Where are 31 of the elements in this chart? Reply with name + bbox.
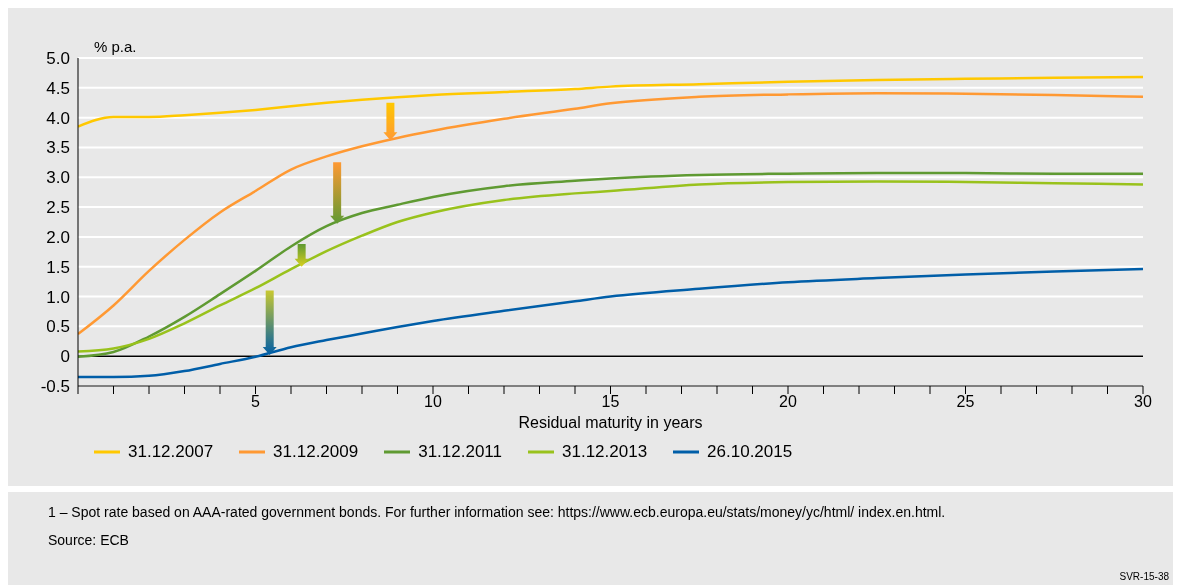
legend-label: 31.12.2007 bbox=[128, 442, 214, 462]
legend-label: 31.12.2009 bbox=[273, 442, 359, 462]
y-tick-label: 1.0 bbox=[46, 287, 70, 307]
x-axis-title: Residual maturity in years bbox=[518, 414, 703, 431]
line-series bbox=[78, 267, 1143, 379]
x-tick-label: 5 bbox=[251, 393, 261, 411]
y-tick-label: 3.0 bbox=[46, 168, 70, 188]
y-tick-label: 2.5 bbox=[46, 198, 70, 218]
y-tick-label: -0.5 bbox=[40, 377, 70, 397]
y-tick-label: 3.5 bbox=[46, 138, 70, 158]
y-tick-label: 4.0 bbox=[46, 108, 70, 128]
y-axis-title: % p.a. bbox=[94, 38, 137, 55]
y-tick-label: 1.5 bbox=[46, 257, 70, 277]
x-tick-label: 20 bbox=[779, 393, 797, 411]
x-tick-label: 10 bbox=[424, 393, 442, 411]
y-tick-label: 2.0 bbox=[46, 227, 70, 247]
legend-label: 31.12.2013 bbox=[562, 442, 648, 462]
source-note: Source: ECB bbox=[48, 532, 130, 548]
x-tick-label: 15 bbox=[601, 393, 620, 411]
x-tick-label: 25 bbox=[956, 393, 975, 411]
text: SVR-15-38 bbox=[1119, 571, 1169, 582]
x-tick-label: 30 bbox=[1134, 393, 1152, 411]
y-tick-label: 5.0 bbox=[46, 49, 70, 69]
line-series bbox=[78, 75, 1143, 128]
y-tick-label: 4.5 bbox=[46, 78, 70, 98]
text: 1 – Spot rate based on AAA-rated government bonds. For further information see: https://www.ecb.europa.eu/stats/money/yc/html/ index.en.html. bbox=[48, 503, 947, 522]
y-tick-label: 0 bbox=[60, 347, 70, 367]
legend-label: 31.12.2011 bbox=[418, 442, 503, 462]
legend-label: 26.10.2015 bbox=[707, 442, 793, 462]
line-series bbox=[78, 91, 1143, 336]
y-tick-label: 0.5 bbox=[46, 317, 70, 337]
